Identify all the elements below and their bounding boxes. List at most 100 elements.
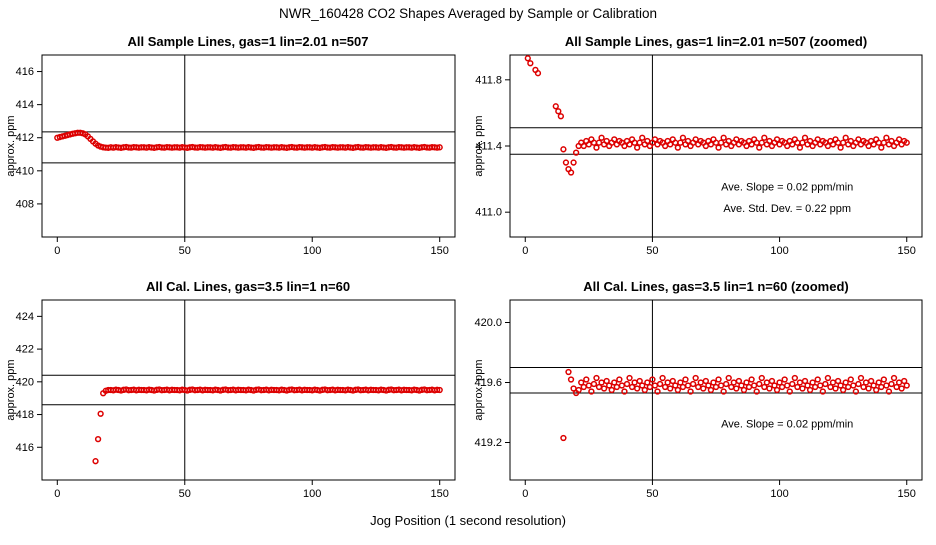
data-point: [781, 376, 788, 383]
data-point: [639, 134, 646, 141]
data-point: [806, 137, 814, 145]
y-tick-label: 416: [16, 66, 34, 78]
data-point: [669, 377, 676, 385]
x-tick-label: 50: [646, 488, 658, 500]
data-point: [733, 136, 740, 143]
data-point: [570, 159, 577, 166]
data-point: [743, 142, 750, 150]
y-tick-label: 420: [16, 376, 34, 388]
data-point: [888, 137, 895, 145]
panel-2-title: All Sample Lines, gas=1 lin=2.01 n=507 (…: [565, 34, 867, 49]
x-tick-label: 0: [522, 245, 528, 257]
data-point: [814, 376, 821, 383]
data-point: [598, 379, 605, 386]
y-tick-label: 418: [16, 409, 34, 421]
data-point: [799, 139, 806, 146]
data-point: [750, 382, 758, 389]
data-point: [434, 144, 441, 151]
x-tick-label: 100: [303, 245, 321, 257]
data-point: [700, 385, 707, 392]
data-point: [557, 113, 565, 120]
data-point: [712, 383, 720, 391]
data-point: [707, 141, 715, 148]
data-point: [796, 144, 804, 151]
y-tick-label: 408: [16, 198, 34, 210]
data-point: [842, 134, 849, 141]
data-point: [888, 380, 895, 388]
data-point: [684, 382, 692, 389]
data-point: [862, 379, 870, 386]
data-point: [672, 382, 679, 389]
data-point: [707, 386, 715, 394]
data-point: [865, 142, 872, 150]
data-point: [626, 374, 633, 382]
data-point: [743, 379, 750, 386]
y-tick-label: 411.4: [475, 141, 502, 153]
data-point: [667, 141, 674, 148]
data-point: [552, 103, 559, 110]
data-point: [534, 70, 542, 77]
data-point: [885, 388, 893, 395]
y-tick-label: 411.8: [475, 74, 502, 86]
data-point: [621, 142, 628, 150]
data-point: [651, 382, 659, 389]
data-point: [598, 134, 605, 141]
annotation-text: Ave. Slope = 0.02 ppm/min: [721, 182, 853, 194]
data-point: [565, 368, 572, 376]
data-point: [674, 144, 682, 151]
x-tick-label: 50: [646, 245, 658, 257]
data-point: [436, 144, 443, 151]
x-tick-label: 50: [179, 488, 191, 500]
data-point: [756, 380, 763, 388]
data-point: [895, 379, 903, 386]
data-point: [806, 386, 814, 394]
data-point: [834, 377, 842, 385]
data-point: [580, 142, 587, 150]
data-point: [97, 410, 104, 417]
data-point: [684, 137, 692, 145]
data-point: [634, 144, 641, 151]
y-tick-label: 420.0: [474, 317, 502, 329]
data-point: [901, 377, 908, 385]
data-point: [873, 386, 880, 394]
data-point: [560, 146, 567, 153]
data-point: [789, 380, 796, 388]
panel-3-y-axis-label: approx. ppm: [5, 359, 17, 420]
data-point: [771, 382, 778, 389]
data-point: [865, 385, 872, 392]
panel-1-y-axis-label: approx. ppm: [5, 115, 17, 176]
data-point: [608, 386, 615, 394]
main-title: NWR_160428 CO2 Shapes Averaged by Sample…: [279, 6, 657, 21]
x-tick-label: 0: [54, 245, 60, 257]
data-point: [898, 385, 905, 392]
data-point: [590, 139, 598, 146]
data-point: [822, 380, 829, 388]
data-point: [585, 141, 592, 148]
data-point: [636, 377, 643, 385]
data-point: [735, 377, 743, 385]
data-point: [661, 142, 669, 150]
panel-4: 0 50 100 150 419.2 419.6 420.0 Ave. Slope = 0.0…: [474, 299, 923, 500]
data-point: [689, 380, 697, 388]
data-point: [773, 386, 781, 394]
data-point: [840, 386, 847, 394]
plot-box: [509, 299, 923, 481]
data-point: [850, 382, 857, 389]
data-point: [763, 379, 771, 386]
data-point: [740, 386, 748, 394]
data-point: [578, 379, 585, 386]
annotation-text: Ave. Std. Dev. = 0.22 ppm: [723, 203, 851, 215]
data-point: [837, 144, 844, 151]
data-point: [692, 374, 699, 382]
data-point: [878, 144, 885, 151]
data-point: [434, 386, 441, 393]
data-point: [766, 137, 773, 145]
data-point: [677, 139, 684, 146]
data-point: [588, 388, 595, 395]
data-point: [720, 134, 727, 141]
data-point: [603, 377, 610, 385]
data-point: [880, 376, 888, 383]
data-point: [674, 386, 682, 394]
data-point: [758, 374, 765, 382]
